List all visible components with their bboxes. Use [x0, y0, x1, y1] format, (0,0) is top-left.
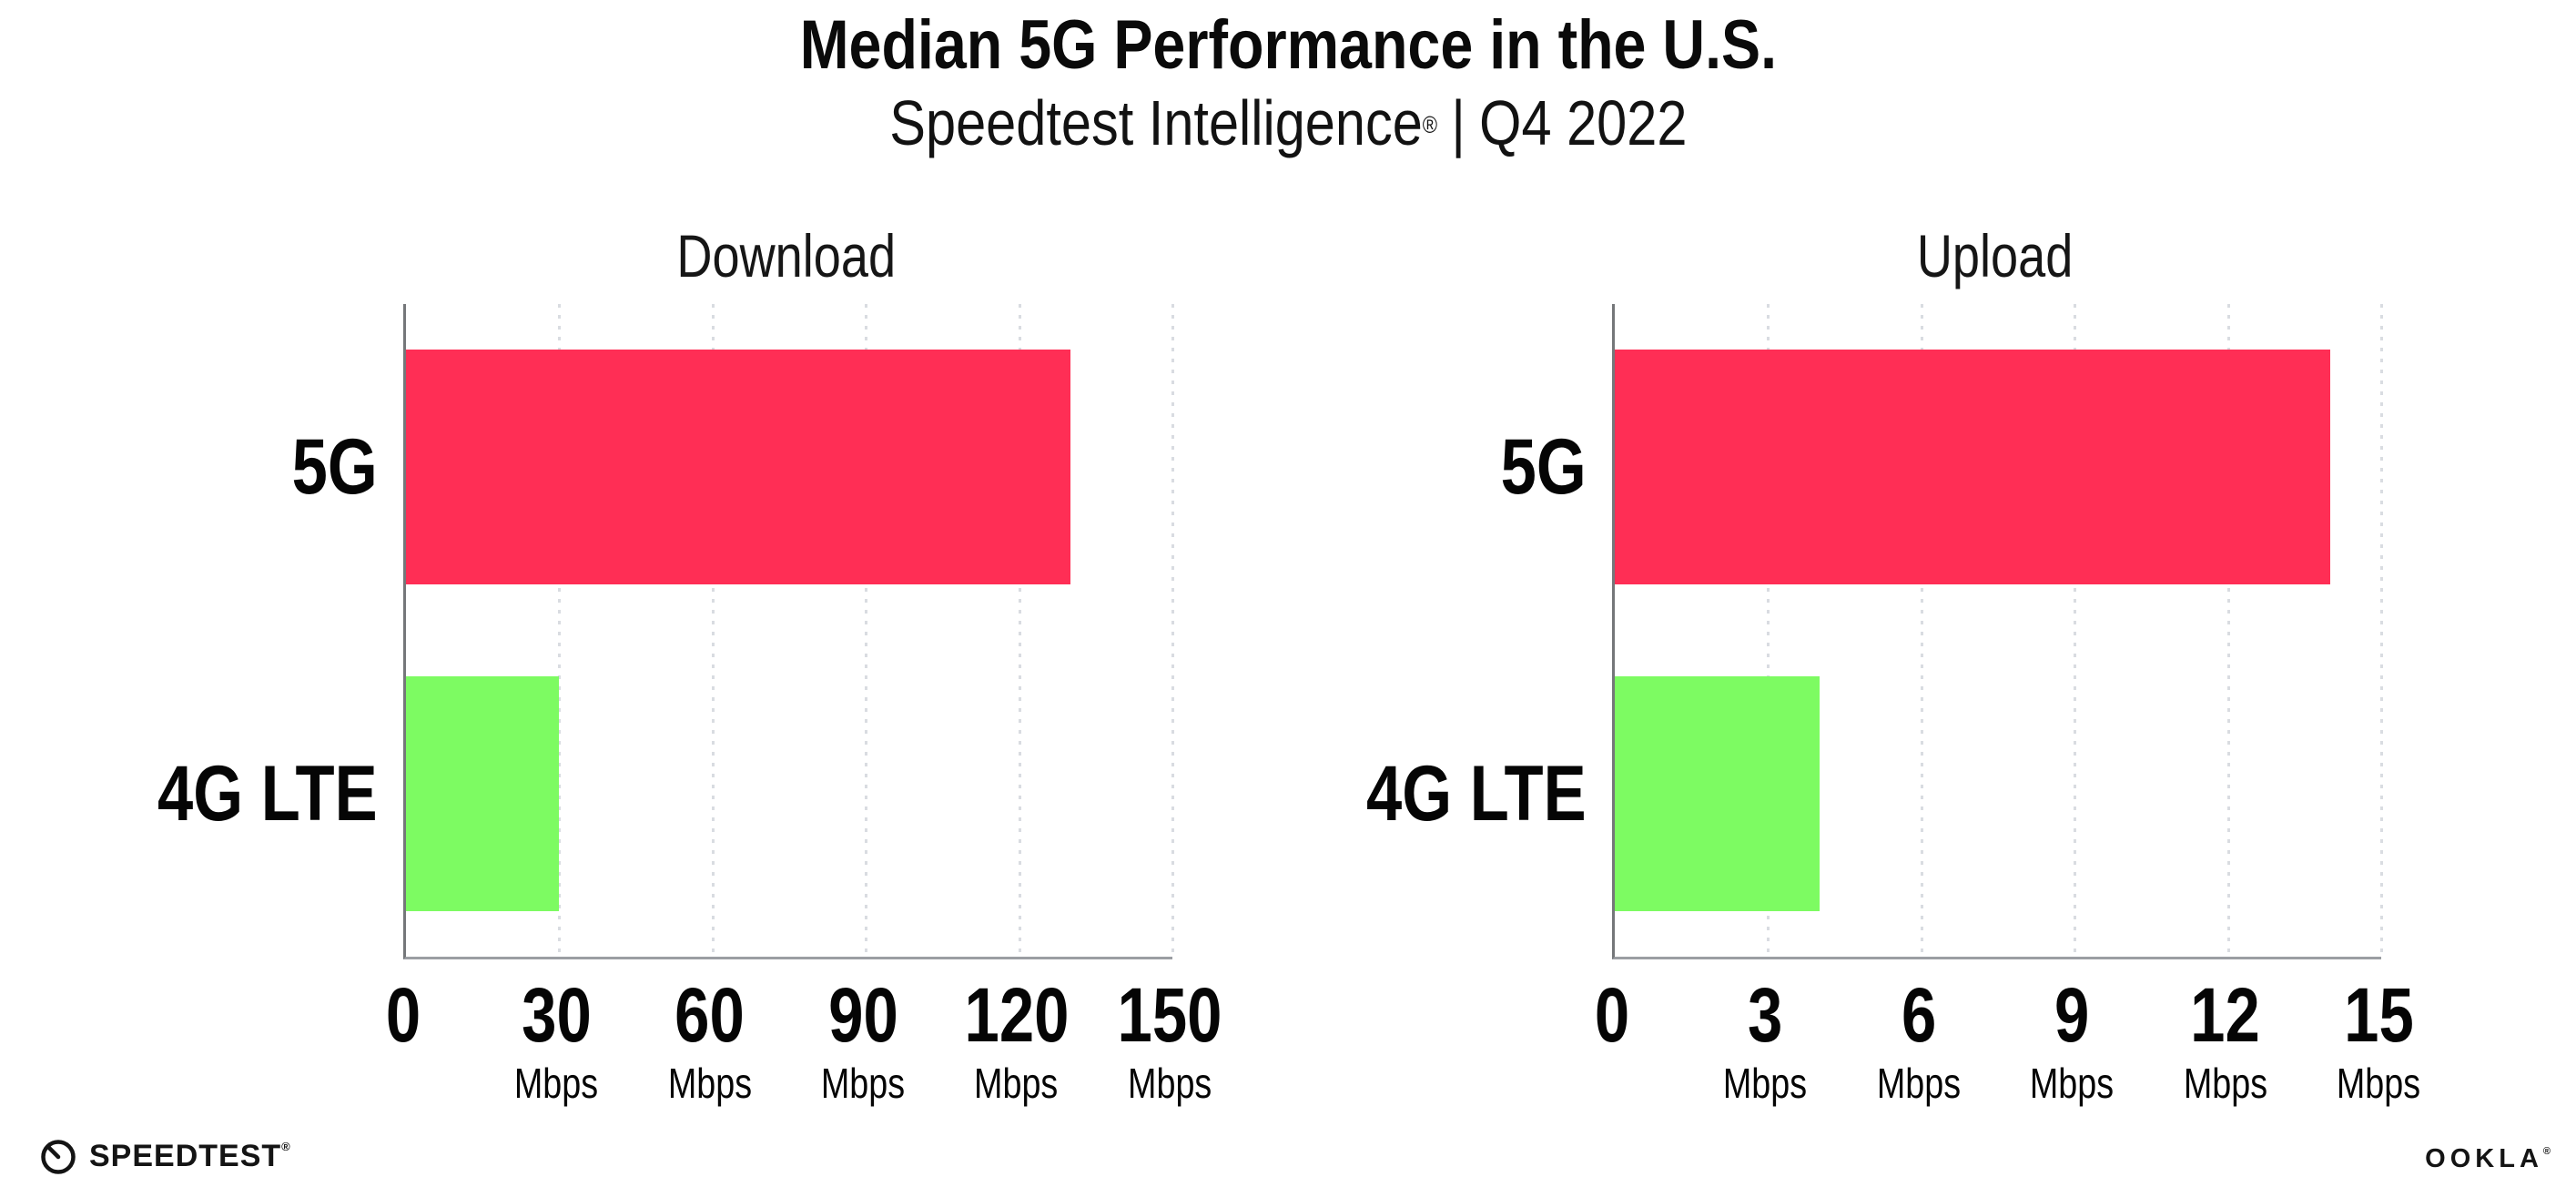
- page-subtitle: Speedtest Intelligence® | Q4 2022: [0, 87, 2576, 158]
- gridline-150: [1171, 304, 1174, 957]
- subtitle-separator: |: [1451, 87, 1465, 158]
- category-label-5g: 5G: [291, 423, 378, 512]
- page-subtitle-text: Speedtest Intelligence® | Q4 2022: [889, 87, 1687, 158]
- upload-plot-area: [1612, 304, 2383, 959]
- x-tick-value: 150: [1117, 972, 1222, 1058]
- chart-title-upload: Upload: [1612, 224, 2378, 288]
- x-tick-15: 15 Mbps: [2328, 976, 2429, 1105]
- x-tick-unit: Mbps: [1876, 1060, 1961, 1107]
- gridline-6: [1920, 304, 1923, 957]
- gridline-12: [2226, 304, 2230, 957]
- download-category-axis: 5G 4G LTE: [96, 304, 378, 957]
- gridline-9: [2074, 304, 2077, 957]
- bar-5g: [406, 350, 1070, 585]
- bar-4g-lte: [1615, 675, 1820, 911]
- category-label-5g: 5G: [1500, 423, 1587, 512]
- upload-x-axis-labels: 0 3 Mbps 6 Mbps 9 Mbps 12 Mbps 15 Mbps: [1595, 976, 2420, 1131]
- x-tick-6: 6 Mbps: [1868, 976, 1970, 1105]
- x-tick-9: 9 Mbps: [2021, 976, 2123, 1105]
- bar-5g: [1615, 350, 2330, 585]
- gridline-120: [1018, 304, 1021, 957]
- x-tick-value: 6: [1901, 972, 1936, 1058]
- x-tick-value: 30: [522, 972, 592, 1058]
- chart-title-download: Download: [403, 224, 1170, 288]
- x-tick-value: 0: [385, 972, 421, 1058]
- gridline-60: [711, 304, 715, 957]
- bar-4g-lte: [406, 675, 560, 911]
- gridline-3: [1767, 304, 1770, 957]
- speedtest-wordmark-text: SPEEDTEST: [89, 1139, 282, 1173]
- chart-title-download-text: Download: [676, 222, 897, 289]
- ookla-wordmark-text: OOKLA: [2425, 1144, 2543, 1173]
- x-tick-value: 9: [2054, 972, 2090, 1058]
- x-tick-value: 60: [674, 972, 745, 1058]
- x-tick-value: 15: [2343, 972, 2414, 1058]
- x-tick-unit: Mbps: [1723, 1060, 1808, 1107]
- subtitle-product: Speedtest Intelligence: [888, 87, 1423, 158]
- x-tick-0: 0: [382, 976, 425, 1054]
- speedtest-registered-mark-icon: ®: [281, 1140, 291, 1153]
- registered-mark-icon: ®: [1422, 111, 1437, 138]
- page-title-text: Median 5G Performance in the U.S.: [799, 6, 1777, 84]
- x-tick-value: 12: [2190, 972, 2260, 1058]
- gridline-90: [865, 304, 868, 957]
- speedtest-wordmark: SPEEDTEST®: [89, 1136, 291, 1176]
- x-tick-value: 3: [1748, 972, 1783, 1058]
- page-title: Median 5G Performance in the U.S.: [0, 9, 2576, 82]
- category-label-4g-lte: 4G LTE: [1366, 749, 1587, 837]
- download-plot-area: [403, 304, 1174, 959]
- upload-category-axis: 5G 4G LTE: [1304, 304, 1587, 957]
- ookla-logo: OOKLA®: [2425, 1143, 2551, 1174]
- subtitle-period: Q4 2022: [1478, 87, 1688, 158]
- x-tick-unit: Mbps: [1127, 1060, 1212, 1107]
- x-tick-unit: Mbps: [2336, 1060, 2421, 1107]
- x-tick-unit: Mbps: [2030, 1060, 2115, 1107]
- x-tick-120: 120 Mbps: [953, 976, 1080, 1105]
- x-tick-0: 0: [1591, 976, 1634, 1054]
- x-tick-12: 12 Mbps: [2174, 976, 2276, 1105]
- gridline-15: [2380, 304, 2383, 957]
- ookla-registered-mark-icon: ®: [2542, 1146, 2551, 1157]
- chart-title-upload-text: Upload: [1917, 222, 2074, 289]
- speedtest-gauge-icon: [41, 1140, 76, 1174]
- x-tick-value: 90: [827, 972, 898, 1058]
- x-tick-30: 30 Mbps: [505, 976, 607, 1105]
- x-tick-90: 90 Mbps: [812, 976, 914, 1105]
- x-tick-unit: Mbps: [821, 1060, 906, 1107]
- x-tick-unit: Mbps: [2183, 1060, 2267, 1107]
- x-tick-3: 3 Mbps: [1714, 976, 1816, 1105]
- category-label-4g-lte: 4G LTE: [157, 749, 378, 837]
- speedtest-logo: SPEEDTEST®: [38, 1136, 291, 1176]
- x-tick-60: 60 Mbps: [659, 976, 761, 1105]
- x-tick-value: 0: [1594, 972, 1630, 1058]
- gridline-30: [558, 304, 562, 957]
- x-tick-unit: Mbps: [514, 1060, 599, 1107]
- x-tick-unit: Mbps: [667, 1060, 752, 1107]
- x-tick-value: 120: [964, 972, 1070, 1058]
- x-tick-150: 150 Mbps: [1106, 976, 1233, 1105]
- download-x-axis-labels: 0 30 Mbps 60 Mbps 90 Mbps 120 Mbps 150 Mbps: [386, 976, 1222, 1131]
- x-tick-unit: Mbps: [974, 1060, 1059, 1107]
